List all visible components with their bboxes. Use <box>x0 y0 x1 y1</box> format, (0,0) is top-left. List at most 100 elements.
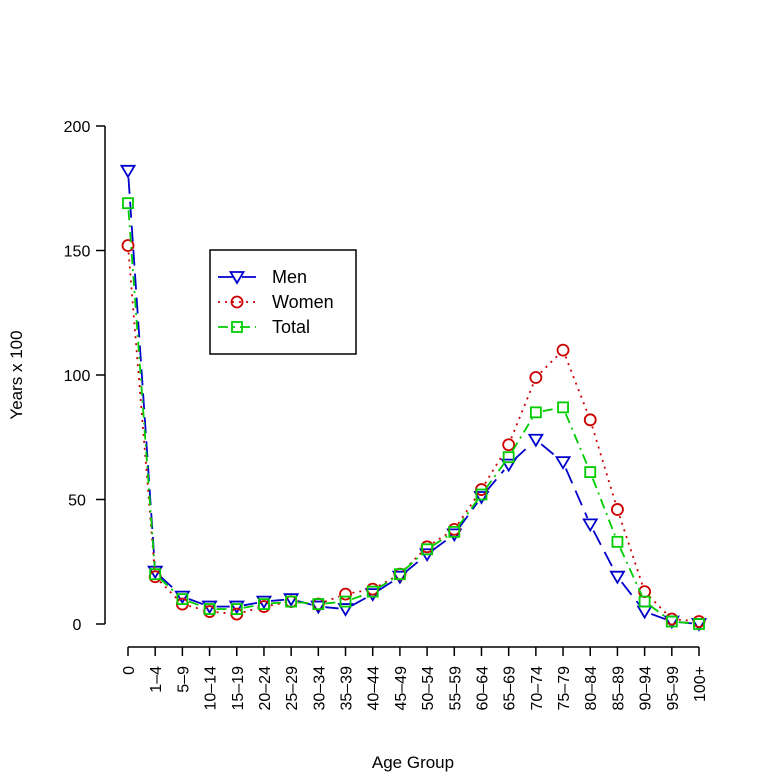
series-total-segment <box>270 601 285 605</box>
series-men-segment <box>540 443 559 459</box>
series-men-segment <box>243 601 258 607</box>
series-layer <box>119 164 708 632</box>
y-tick-label: 0 <box>73 617 82 634</box>
series-women-point <box>583 413 597 427</box>
series-total-point <box>557 401 569 414</box>
series-men-point <box>119 164 137 179</box>
series-men-point <box>391 570 408 585</box>
series-men-segment <box>325 606 339 610</box>
legend-box <box>209 249 357 355</box>
series-total-segment <box>243 604 258 609</box>
x-tick-label: 100+ <box>692 666 709 702</box>
series-women-segment <box>564 356 589 414</box>
x-axis-title: Age Group <box>372 753 454 772</box>
x-tick-label: 35–39 <box>339 666 356 711</box>
series-women-segment <box>432 532 449 544</box>
x-tick-label: 15–19 <box>230 666 247 711</box>
series-women-segment <box>678 618 693 622</box>
series-total-segment <box>619 547 643 596</box>
series-total-point <box>638 595 651 608</box>
x-tick-label: 60–64 <box>474 666 491 711</box>
series-women-segment <box>352 589 366 594</box>
x-tick-label: 10–14 <box>203 666 220 711</box>
series-total-segment <box>325 601 339 605</box>
series-total-point <box>122 197 134 210</box>
series-total-segment <box>457 499 479 527</box>
legend-marker <box>230 295 244 309</box>
series-men-segment <box>565 468 589 519</box>
y-tick-label: 100 <box>64 368 91 385</box>
x-axis: 0 1–4 5–9 10–14 15–19 20–24 25–29 30–34 35–39 40–… <box>121 646 709 711</box>
series-women-segment <box>216 611 230 615</box>
x-tick-label: 85–89 <box>610 666 627 711</box>
series-total-point <box>448 525 461 538</box>
series-total-segment <box>159 578 178 596</box>
series-women-point <box>420 540 434 554</box>
series-women-point <box>121 239 135 252</box>
series-total-point <box>149 568 162 581</box>
series-total-segment <box>591 478 616 536</box>
series-men-segment <box>457 502 479 530</box>
x-tick-label: 25–29 <box>284 666 301 711</box>
legend-item-women: Women <box>218 292 334 312</box>
series-women-point <box>692 615 706 628</box>
series-women-point <box>611 503 624 516</box>
x-tick-label: 80–84 <box>583 666 600 711</box>
legend-item-total: Total <box>218 317 310 337</box>
series-women-point <box>311 597 325 611</box>
series-women-point <box>339 587 352 601</box>
series-men-segment <box>650 613 666 620</box>
x-tick-label: 5–9 <box>175 666 192 693</box>
series-total-point <box>176 593 189 605</box>
series-total-point <box>665 615 678 628</box>
series-total-point <box>394 568 406 581</box>
series-women-segment <box>457 494 479 525</box>
series-total-segment <box>649 605 667 619</box>
series-men-segment <box>432 537 450 551</box>
series-women-segment <box>540 354 559 374</box>
series-women-segment <box>618 515 644 586</box>
y-tick-label: 200 <box>64 119 91 136</box>
series-men-point <box>554 456 572 470</box>
legend-marker <box>231 321 243 333</box>
series-men-segment <box>485 469 505 493</box>
x-tick-label: 40–44 <box>366 666 383 711</box>
series-total-segment <box>564 413 589 467</box>
series-men-point <box>636 605 653 620</box>
series-men-point <box>310 600 327 615</box>
series-women-point <box>393 567 407 581</box>
series-women-segment <box>188 605 204 611</box>
series-total-point <box>693 618 705 630</box>
y-tick-label: 50 <box>68 493 86 510</box>
series-women-point <box>665 612 679 626</box>
x-tick-label: 50–54 <box>420 666 437 711</box>
series-men-point <box>609 570 626 585</box>
series-men-point <box>582 518 599 533</box>
x-tick-label: 45–49 <box>393 666 410 711</box>
y-axis: 0 50 100 150 200 <box>64 119 106 634</box>
legend-item-men: Men <box>218 267 307 287</box>
series-women-segment <box>591 426 617 504</box>
series-women-point <box>502 438 516 452</box>
series-women-segment <box>324 595 340 603</box>
y-axis-title: Years x 100 <box>7 330 26 419</box>
x-tick-label: 95–99 <box>665 666 682 711</box>
series-total-segment <box>127 210 156 568</box>
legend-label: Women <box>272 292 334 312</box>
series-total-segment <box>484 462 506 490</box>
series-total-point <box>366 585 379 598</box>
series-men-segment <box>159 575 178 593</box>
series-total-segment <box>188 600 204 608</box>
series-men-segment <box>270 598 285 602</box>
series-total-point <box>584 466 597 479</box>
series-men-point <box>527 433 544 448</box>
series-total-segment <box>542 407 557 412</box>
series-total-segment <box>298 601 312 605</box>
y-tick-label: 150 <box>64 244 91 261</box>
series-total-segment <box>404 553 423 571</box>
series-men-segment <box>592 530 615 571</box>
series-women-segment <box>243 607 258 614</box>
x-tick-label: 0 <box>121 666 138 675</box>
series-total-point <box>285 595 298 608</box>
